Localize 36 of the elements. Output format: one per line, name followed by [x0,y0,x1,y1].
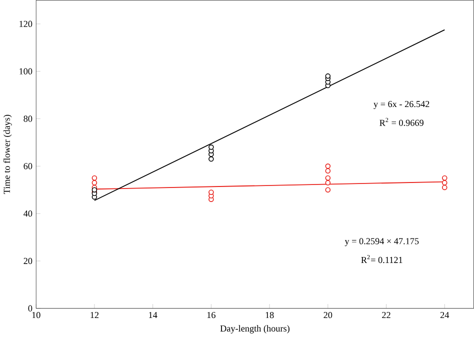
y-tick-label: 100 [20,68,32,74]
point [92,180,98,186]
annotation: y = 0.2594 × 47.175 [344,238,419,246]
point [325,175,331,181]
annotation: y = 6x - 26.542 [374,101,430,110]
x-tick-label: 18 [266,312,274,318]
y-tick-label: 20 [24,258,32,264]
point [325,187,331,193]
point [325,73,331,79]
x-tick-label: 20 [324,312,332,318]
x-tick-label: 14 [149,312,158,318]
point [325,180,331,186]
y-tick-label: 80 [24,116,32,122]
annotation: R$^{2}$= 0.1121 [361,255,402,264]
x-tick-label: 16 [207,312,216,318]
point [325,164,331,169]
point [92,175,98,181]
point [208,144,214,150]
x-tick-label: 24 [440,312,450,318]
x-axis-title: Day-length (hours) [220,325,290,334]
y-tick-label: 0 [28,305,32,312]
point [208,156,214,162]
x-tick-label: 12 [90,312,99,318]
x-tick-label: 10 [32,312,40,318]
x-tick-label: 22 [382,312,390,318]
annotation: R$^{2}$ = 0.9669 [380,118,424,126]
y-axis-title: Time to flower (days) [3,114,12,194]
point [92,187,98,193]
y-tick-label: 120 [20,20,32,28]
point [325,168,331,174]
y-tick-label: 60 [24,163,32,170]
point [442,180,448,186]
point [208,190,214,195]
point [442,184,448,190]
point [442,175,448,181]
y-tick-label: 40 [24,210,32,217]
